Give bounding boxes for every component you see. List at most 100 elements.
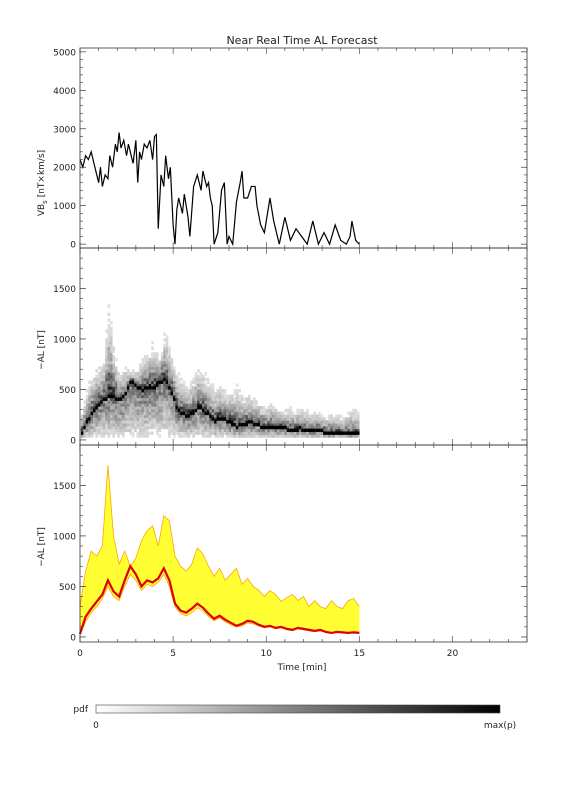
pdf-cell bbox=[226, 428, 229, 433]
pdf-cell bbox=[250, 411, 254, 416]
pdf-cell bbox=[129, 386, 132, 390]
pdf-cell bbox=[216, 411, 220, 416]
pdf-cell bbox=[136, 394, 140, 399]
pdf-cell bbox=[114, 428, 118, 433]
pdf-cell bbox=[153, 360, 157, 365]
y-tick-label: 1000 bbox=[53, 532, 76, 542]
pdf-cell bbox=[255, 400, 258, 404]
pdf-cell bbox=[163, 363, 166, 367]
pdf-cell bbox=[109, 363, 113, 367]
pdf-cell bbox=[148, 357, 152, 362]
pdf-cell bbox=[214, 408, 217, 413]
pdf-cell bbox=[155, 372, 159, 376]
pdf-cell bbox=[185, 400, 188, 404]
pdf-cell bbox=[274, 411, 278, 416]
pdf-cell bbox=[168, 422, 171, 427]
pdf-cell bbox=[168, 363, 171, 367]
pdf-cell bbox=[112, 406, 116, 410]
pdf-cell bbox=[114, 400, 118, 404]
pdf-cell bbox=[134, 374, 137, 379]
pdf-cell bbox=[240, 425, 244, 430]
pdf-cell bbox=[303, 425, 307, 430]
pdf-cell bbox=[185, 417, 188, 421]
pdf-cell bbox=[231, 425, 234, 430]
pdf-cell bbox=[146, 380, 149, 384]
pdf-cell bbox=[257, 425, 261, 430]
pdf-cell bbox=[175, 397, 178, 401]
pdf-cell bbox=[148, 417, 152, 421]
pdf-cell bbox=[342, 425, 346, 430]
pdf-cell bbox=[289, 420, 292, 424]
pdf-cell bbox=[327, 417, 331, 421]
pdf-cell bbox=[143, 389, 147, 393]
pdf-peak-cell bbox=[155, 383, 159, 387]
y-tick-label: 2000 bbox=[53, 164, 76, 174]
pdf-cell bbox=[165, 355, 169, 359]
pdf-cell bbox=[105, 357, 108, 362]
pdf-cell bbox=[146, 394, 149, 399]
pdf-cell bbox=[221, 428, 224, 433]
pdf-cell bbox=[221, 406, 224, 410]
pdf-cell bbox=[204, 391, 208, 396]
pdf-cell bbox=[153, 420, 157, 424]
pdf-peak-cell bbox=[325, 431, 329, 435]
pdf-cell bbox=[255, 417, 258, 421]
pdf-cell bbox=[97, 377, 101, 382]
pdf-cell bbox=[124, 420, 128, 424]
pdf-cell bbox=[95, 411, 99, 416]
pdf-cell bbox=[109, 389, 113, 393]
pdf-cell bbox=[139, 383, 142, 387]
pdf-peak-cell bbox=[247, 420, 251, 424]
pdf-cell bbox=[277, 414, 280, 418]
pdf-cell bbox=[356, 422, 360, 427]
pdf-cell bbox=[85, 417, 89, 421]
pdf-peak-cell bbox=[269, 425, 273, 430]
pdf-cell bbox=[85, 394, 89, 399]
pdf-cell bbox=[119, 422, 123, 427]
pdf-cell bbox=[134, 380, 137, 384]
pdf-cell bbox=[235, 403, 239, 407]
pdf-cell bbox=[170, 425, 174, 430]
pdf-peak-cell bbox=[318, 428, 321, 433]
pdf-cell bbox=[189, 391, 193, 396]
pdf-cell bbox=[117, 434, 120, 438]
pdf-cell bbox=[291, 422, 295, 427]
pdf-cell bbox=[264, 414, 268, 418]
pdf-cell bbox=[189, 380, 193, 384]
pdf-cell bbox=[233, 400, 237, 404]
pdf-cell bbox=[107, 326, 111, 331]
pdf-cell bbox=[189, 403, 193, 407]
pdf-cell bbox=[129, 422, 132, 427]
pdf-cell bbox=[95, 374, 99, 379]
pdf-cell bbox=[122, 425, 125, 430]
pdf-cell bbox=[153, 383, 157, 387]
pdf-cell bbox=[131, 408, 135, 413]
pdf-cell bbox=[189, 428, 193, 433]
pdf-cell bbox=[347, 411, 350, 416]
pdf-peak-cell bbox=[323, 431, 326, 435]
pdf-cell bbox=[354, 420, 358, 424]
pdf-cell bbox=[105, 403, 108, 407]
pdf-cell bbox=[151, 425, 154, 430]
pdf-cell bbox=[320, 425, 324, 430]
pdf-cell bbox=[97, 386, 101, 390]
pdf-cell bbox=[257, 431, 261, 435]
pdf-cell bbox=[151, 417, 154, 421]
pdf-cell bbox=[109, 360, 113, 365]
pdf-cell bbox=[93, 391, 96, 396]
pdf-cell bbox=[93, 386, 96, 390]
pdf-cell bbox=[148, 369, 152, 373]
pdf-cell bbox=[163, 406, 166, 410]
pdf-cell bbox=[330, 425, 333, 430]
pdf-cell bbox=[129, 420, 132, 424]
pdf-cell bbox=[247, 428, 251, 433]
pdf-cell bbox=[325, 434, 329, 438]
pdf-cell bbox=[330, 434, 333, 438]
pdf-cell bbox=[286, 434, 290, 438]
pdf-cell bbox=[165, 360, 169, 365]
pdf-cell bbox=[105, 400, 108, 404]
pdf-peak-cell bbox=[136, 386, 140, 390]
pdf-cell bbox=[155, 411, 159, 416]
x-tick-label: 10 bbox=[261, 649, 273, 659]
x-tick-label: 5 bbox=[170, 649, 176, 659]
